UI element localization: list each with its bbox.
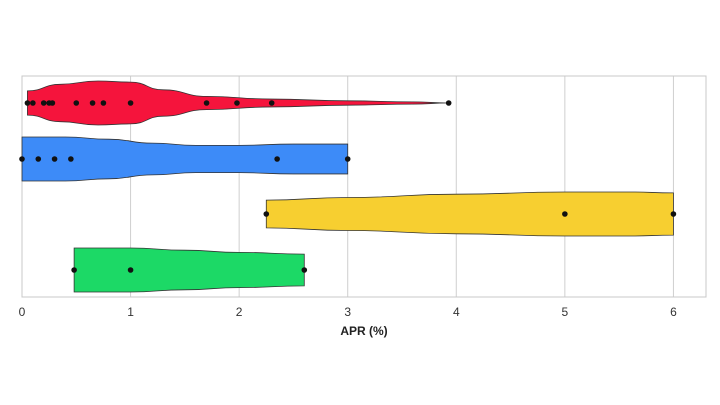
data-point — [263, 211, 270, 217]
data-point — [268, 100, 275, 106]
x-tick-label: 2 — [236, 305, 243, 319]
data-point — [234, 100, 240, 106]
data-point — [127, 100, 134, 106]
data-point — [670, 211, 677, 217]
data-point — [19, 156, 25, 162]
data-point — [445, 100, 452, 106]
x-axis-title: APR (%) — [340, 324, 387, 338]
data-point — [344, 156, 351, 162]
x-tick-label: 0 — [19, 305, 26, 319]
x-tick-label: 3 — [344, 305, 351, 319]
data-point — [301, 267, 308, 273]
data-point — [127, 267, 134, 273]
x-tick-label: 5 — [562, 305, 569, 319]
violin-shape — [73, 247, 305, 293]
data-point — [68, 156, 74, 162]
x-tick-label: 1 — [127, 305, 134, 319]
data-point — [51, 156, 58, 162]
data-point — [35, 156, 42, 162]
x-tick-label: 4 — [453, 305, 460, 319]
data-point — [203, 100, 210, 106]
plot-frame — [21, 75, 707, 298]
violin-shape — [265, 191, 674, 237]
data-point — [24, 100, 31, 106]
data-point — [73, 100, 80, 106]
data-point — [562, 211, 568, 217]
data-point — [71, 267, 77, 273]
data-point — [40, 100, 47, 106]
violin-series — [19, 80, 677, 293]
data-point — [100, 100, 107, 106]
data-point — [89, 100, 96, 106]
x-tick-label: 6 — [670, 305, 677, 319]
data-point — [49, 100, 56, 106]
data-point — [274, 156, 280, 162]
violin-shape — [21, 136, 349, 182]
data-point — [30, 100, 36, 106]
x-axis-ticks: 0 1 2 3 4 5 6 — [19, 305, 677, 319]
